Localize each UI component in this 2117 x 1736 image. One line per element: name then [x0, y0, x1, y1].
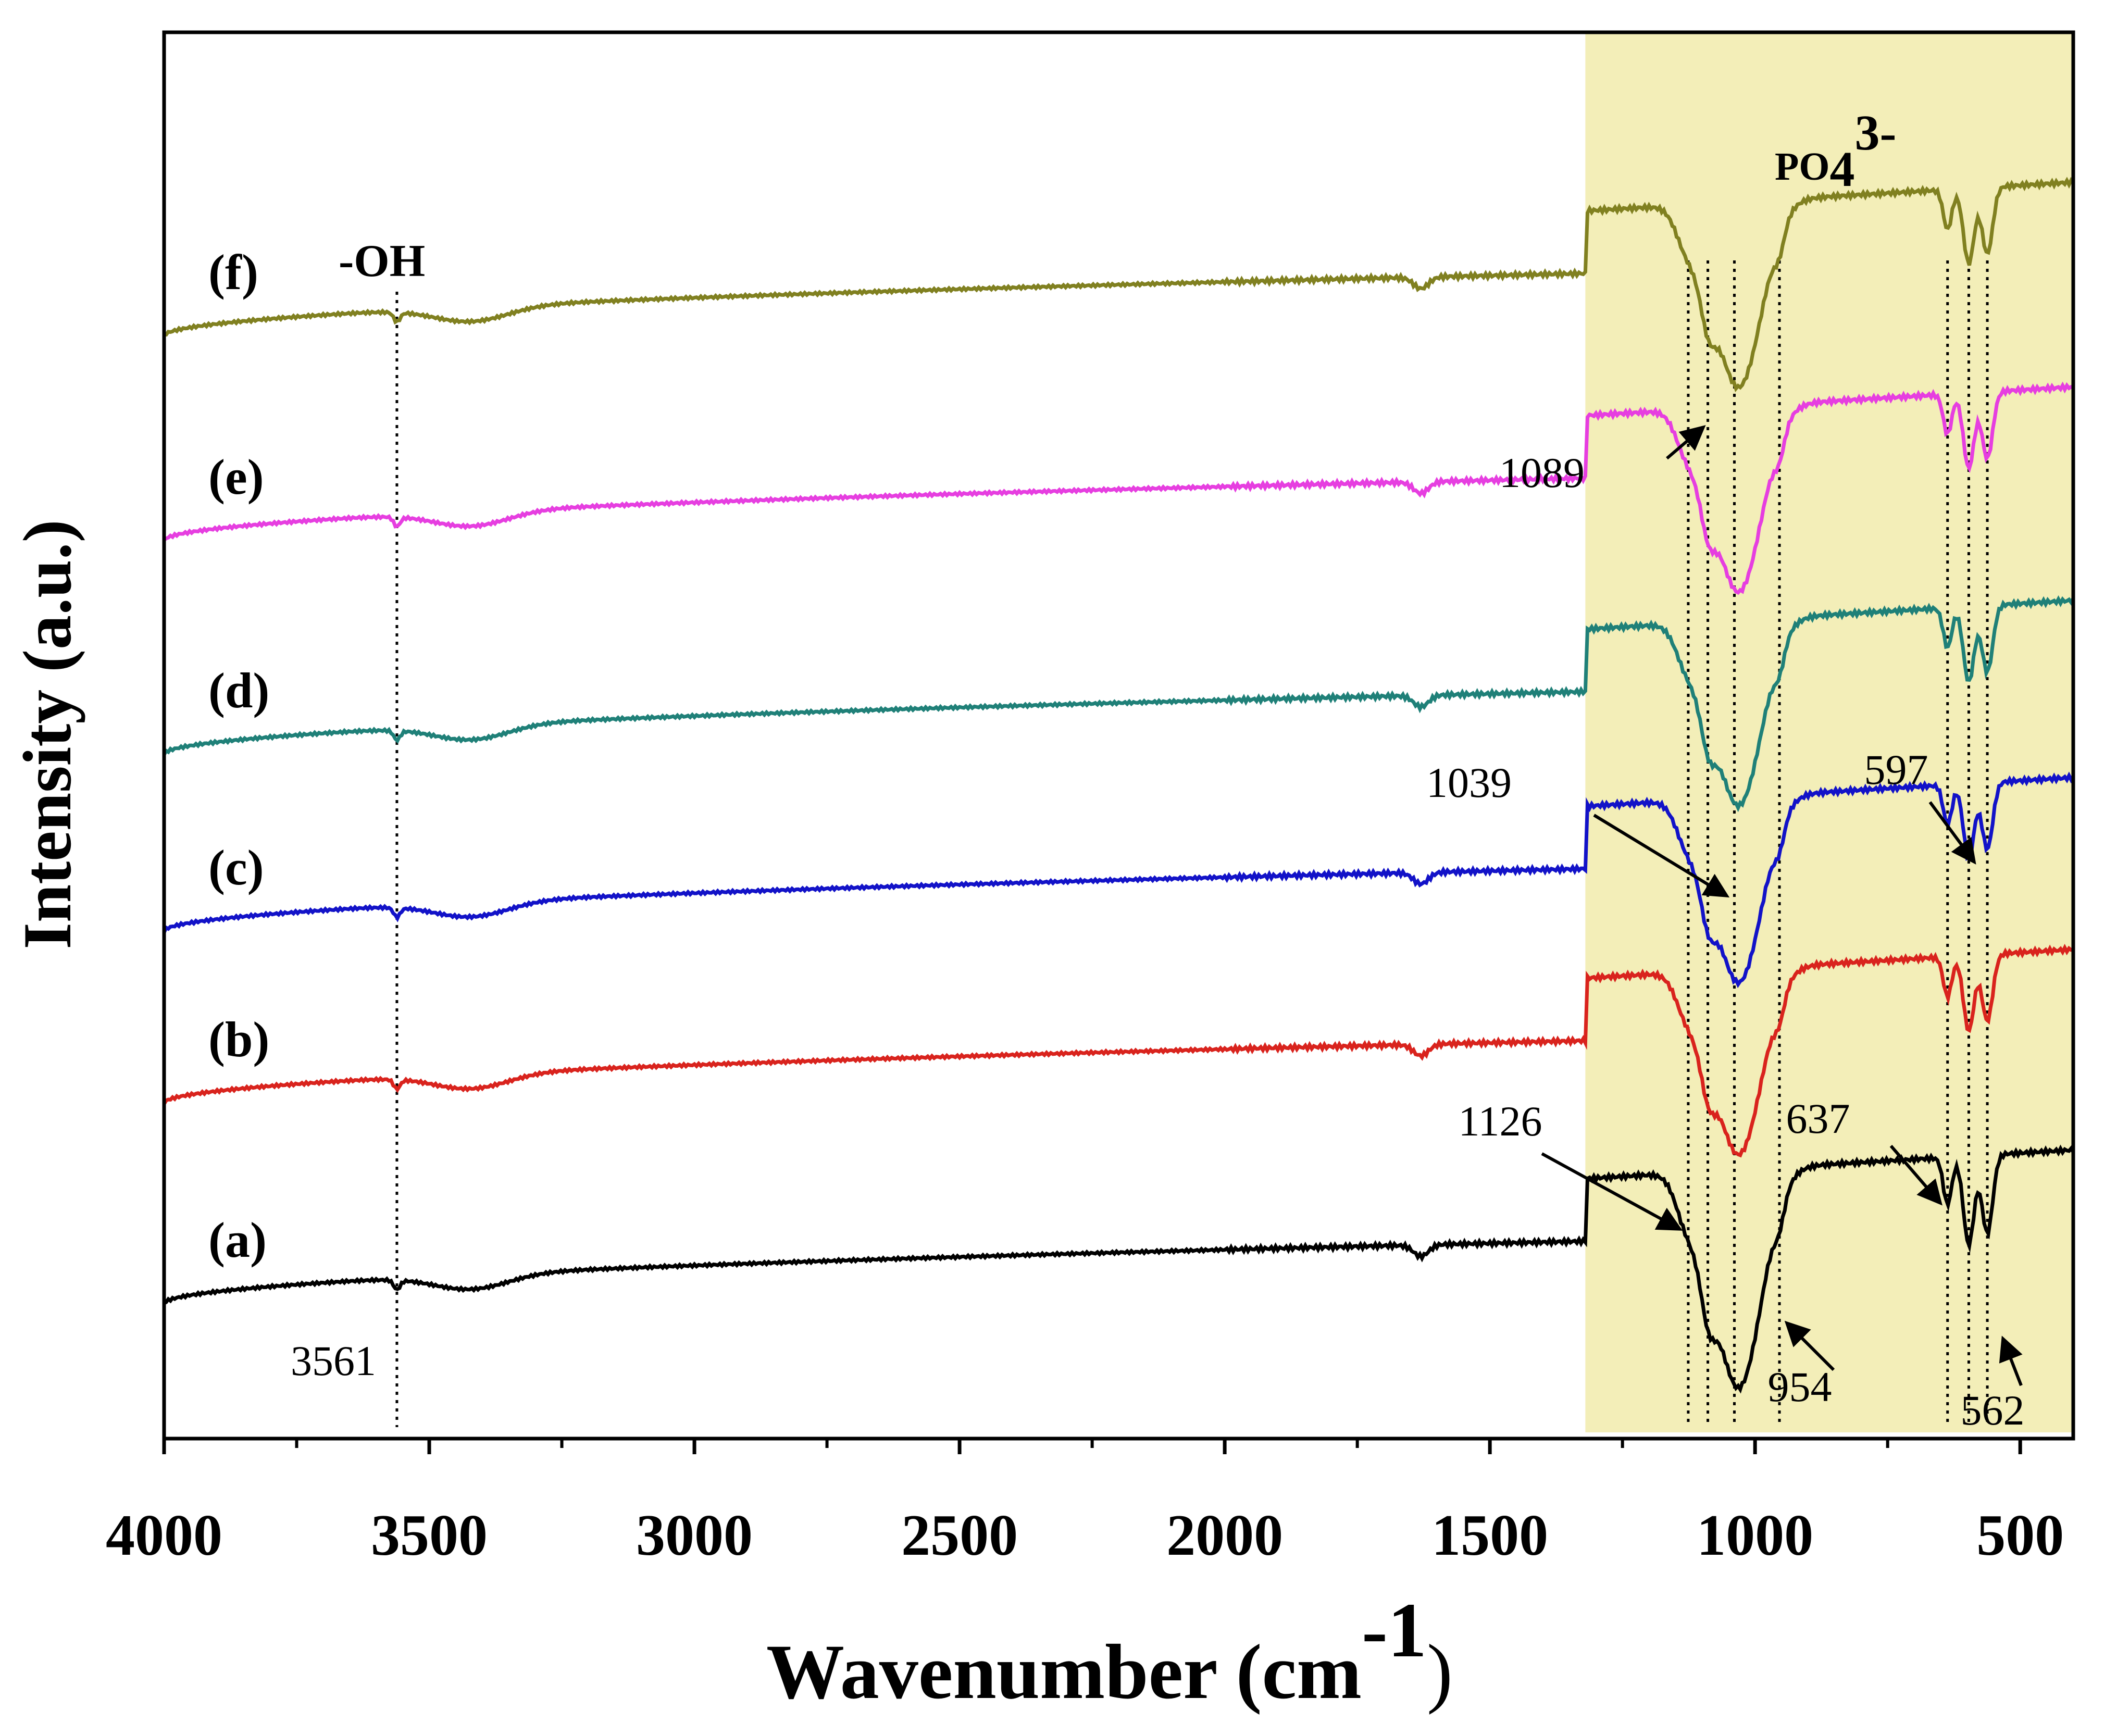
- peak-annotation: 1089: [1499, 449, 1585, 496]
- x-tick-label: 2500: [901, 1503, 1018, 1568]
- annotation-arrow: [1593, 814, 1730, 898]
- po4-label: PO43-: [1775, 105, 1897, 197]
- x-tick-label: 3500: [371, 1503, 488, 1568]
- series-labels: (a) (b) (c) (d) (e) (f): [208, 244, 269, 1268]
- po4-sup: 3-: [1855, 105, 1897, 160]
- series-line: [164, 177, 2075, 393]
- po4-base: PO: [1775, 145, 1830, 189]
- x-tick-label: 500: [1976, 1503, 2064, 1568]
- annotation-arrow: [1784, 1320, 1835, 1371]
- x-tick-label: 3000: [636, 1503, 753, 1568]
- x-tick-label: 2000: [1166, 1503, 1283, 1568]
- series-label: (b): [208, 1011, 269, 1067]
- series-label: (f): [208, 244, 258, 300]
- y-axis-title: Intensity (a.u.): [9, 519, 85, 949]
- series-label: (a): [208, 1212, 267, 1268]
- x-tick-label: 1000: [1697, 1503, 1813, 1568]
- peak-annotation: 597: [1864, 746, 1928, 793]
- series-line: [162, 771, 2075, 989]
- series-label: (d): [208, 663, 269, 718]
- peak-annotation: 637: [1786, 1095, 1850, 1142]
- annotation-arrow: [1889, 1145, 1942, 1206]
- x-axis-title-main: Wavenumber (cm: [766, 1629, 1362, 1715]
- highlight-region: [1585, 32, 2073, 1432]
- x-axis-title: Wavenumber (cm-1): [766, 1587, 1453, 1715]
- series-line: [162, 595, 2075, 813]
- annotation-arrow: [1928, 801, 1976, 865]
- annotation-arrows: 3561 1126 954 637 562 1039 597 1089: [291, 425, 2025, 1434]
- x-tick-label: 1500: [1431, 1503, 1548, 1568]
- po4-sub: 4: [1830, 141, 1855, 197]
- spectra: [162, 177, 2075, 1394]
- annotation-arrow: [1999, 1335, 2023, 1387]
- series-label: (c): [208, 840, 264, 895]
- x-tick-label: 4000: [106, 1503, 222, 1568]
- series-label: (e): [208, 449, 264, 505]
- annotation-arrow: [1541, 1152, 1683, 1231]
- series-line: [163, 381, 2074, 595]
- x-axis-title-exp: -1: [1362, 1587, 1427, 1673]
- peak-annotation: 562: [1961, 1387, 2025, 1434]
- x-axis-ticks: 4000 3500 3000 2500 2000 1500 1000 500: [106, 1439, 2064, 1568]
- annotation-arrow: [1666, 425, 1706, 460]
- peak-annotation: 1039: [1426, 759, 1512, 806]
- series-line: [163, 1144, 2075, 1394]
- oh-label: -OH: [339, 236, 425, 286]
- plot-frame: [162, 30, 2075, 1441]
- peak-annotation: 954: [1768, 1363, 1832, 1410]
- x-axis-title-close: ): [1427, 1629, 1453, 1715]
- peak-annotation: 3561: [291, 1337, 376, 1384]
- series-line: [162, 944, 2074, 1158]
- peak-annotation: 1126: [1459, 1097, 1542, 1145]
